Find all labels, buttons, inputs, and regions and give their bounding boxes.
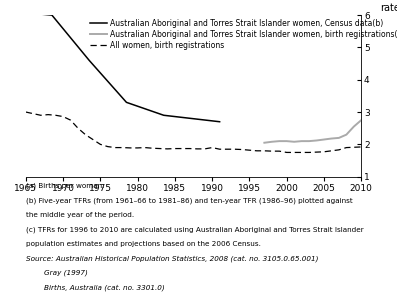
All women, birth registrations	[120, 146, 125, 149]
All women, birth registrations	[217, 147, 222, 151]
Australian Aboriginal and Torres Strait Islander women, birth registrations(c)	[322, 138, 326, 141]
Australian Aboriginal and Torres Strait Islander women, birth registrations(c)	[277, 139, 281, 143]
Australian Aboriginal and Torres Strait Islander women, birth registrations(c)	[359, 118, 364, 122]
Line: Australian Aboriginal and Torres Strait Islander women, birth registrations(c): Australian Aboriginal and Torres Strait …	[264, 120, 361, 143]
Australian Aboriginal and Torres Strait Islander women, birth registrations(c)	[262, 141, 267, 145]
Legend: Australian Aboriginal and Torres Strait Islander women, Census data(b), Australi: Australian Aboriginal and Torres Strait …	[90, 19, 397, 50]
All women, birth registrations	[180, 147, 185, 150]
All women, birth registrations	[39, 114, 43, 117]
All women, birth registrations	[128, 146, 133, 150]
Australian Aboriginal and Torres Strait Islander women, birth registrations(c)	[284, 139, 289, 143]
All women, birth registrations	[46, 113, 50, 117]
Australian Aboriginal and Torres Strait Islander women, Census data(b)	[217, 120, 222, 124]
All women, birth registrations	[91, 138, 95, 141]
All women, birth registrations	[292, 151, 297, 154]
All women, birth registrations	[135, 146, 140, 150]
Australian Aboriginal and Torres Strait Islander women, birth registrations(c)	[344, 133, 349, 137]
Text: Source: Australian Historical Population Statistics, 2008 (cat. no. 3105.0.65.00: Source: Australian Historical Population…	[26, 255, 318, 262]
All women, birth registrations	[23, 110, 28, 114]
All women, birth registrations	[150, 146, 155, 150]
Australian Aboriginal and Torres Strait Islander women, birth registrations(c)	[292, 140, 297, 143]
Australian Aboriginal and Torres Strait Islander women, Census data(b)	[87, 59, 92, 62]
Text: rate: rate	[380, 4, 397, 14]
All women, birth registrations	[232, 147, 237, 151]
Australian Aboriginal and Torres Strait Islander women, Census data(b)	[124, 101, 129, 104]
All women, birth registrations	[173, 147, 177, 150]
All women, birth registrations	[225, 147, 229, 151]
Line: All women, birth registrations: All women, birth registrations	[26, 112, 361, 153]
All women, birth registrations	[98, 143, 103, 146]
Australian Aboriginal and Torres Strait Islander women, birth registrations(c)	[299, 139, 304, 143]
All women, birth registrations	[247, 148, 252, 152]
Text: Gray (1997): Gray (1997)	[26, 270, 88, 276]
All women, birth registrations	[210, 146, 214, 149]
Text: (b) Five-year TFRs (from 1961–66 to 1981–86) and ten-year TFR (1986–96) plotted : (b) Five-year TFRs (from 1961–66 to 1981…	[26, 197, 353, 204]
All women, birth registrations	[270, 149, 274, 153]
Australian Aboriginal and Torres Strait Islander women, Census data(b)	[12, 10, 17, 14]
Australian Aboriginal and Torres Strait Islander women, birth registrations(c)	[351, 125, 356, 128]
All women, birth registrations	[240, 148, 245, 151]
All women, birth registrations	[68, 118, 73, 122]
All women, birth registrations	[299, 151, 304, 154]
All women, birth registrations	[202, 147, 207, 151]
All women, birth registrations	[195, 147, 200, 151]
Text: the middle year of the period.: the middle year of the period.	[26, 212, 134, 218]
All women, birth registrations	[284, 151, 289, 154]
Text: (c) TFRs for 1996 to 2010 are calculated using Australian Aboriginal and Torres : (c) TFRs for 1996 to 2010 are calculated…	[26, 226, 364, 233]
All women, birth registrations	[31, 112, 36, 115]
All women, birth registrations	[165, 147, 170, 151]
Australian Aboriginal and Torres Strait Islander women, birth registrations(c)	[337, 136, 341, 140]
All women, birth registrations	[359, 145, 364, 149]
Australian Aboriginal and Torres Strait Islander women, Census data(b)	[161, 114, 166, 117]
All women, birth registrations	[75, 126, 80, 130]
All women, birth registrations	[106, 145, 110, 148]
Australian Aboriginal and Torres Strait Islander women, birth registrations(c)	[314, 139, 319, 142]
Australian Aboriginal and Torres Strait Islander women, birth registrations(c)	[307, 139, 312, 143]
Australian Aboriginal and Torres Strait Islander women, Census data(b)	[50, 13, 54, 17]
All women, birth registrations	[158, 147, 162, 150]
All women, birth registrations	[322, 150, 326, 154]
Text: (a) Births per woman.: (a) Births per woman.	[26, 183, 104, 189]
All women, birth registrations	[277, 149, 281, 153]
All women, birth registrations	[143, 146, 147, 149]
All women, birth registrations	[83, 133, 88, 137]
All women, birth registrations	[344, 146, 349, 149]
All women, birth registrations	[314, 150, 319, 154]
All women, birth registrations	[262, 149, 267, 153]
Australian Aboriginal and Torres Strait Islander women, birth registrations(c)	[270, 140, 274, 143]
All women, birth registrations	[53, 114, 58, 117]
Text: Births, Australia (cat. no. 3301.0): Births, Australia (cat. no. 3301.0)	[26, 284, 164, 291]
All women, birth registrations	[307, 151, 312, 154]
Line: Australian Aboriginal and Torres Strait Islander women, Census data(b): Australian Aboriginal and Torres Strait …	[15, 12, 220, 122]
All women, birth registrations	[329, 149, 334, 153]
Text: population estimates and projections based on the 2006 Census.: population estimates and projections bas…	[26, 241, 261, 247]
All women, birth registrations	[187, 147, 192, 150]
Australian Aboriginal and Torres Strait Islander women, birth registrations(c)	[329, 137, 334, 140]
All women, birth registrations	[351, 146, 356, 149]
All women, birth registrations	[61, 115, 66, 118]
All women, birth registrations	[337, 148, 341, 152]
All women, birth registrations	[113, 146, 118, 149]
All women, birth registrations	[254, 149, 259, 153]
